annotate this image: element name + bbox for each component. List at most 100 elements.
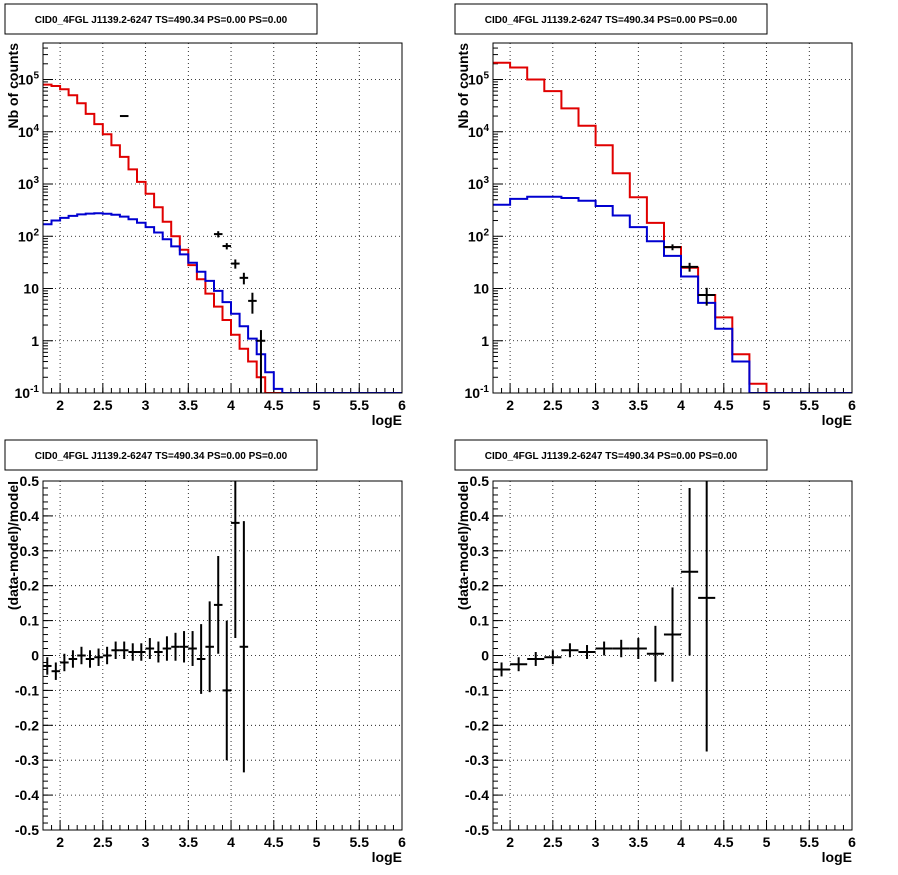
data-point [561, 643, 579, 658]
x-tick-label: 2.5 [543, 834, 563, 850]
y-tick-label: 0.1 [470, 613, 490, 629]
y-tick-label: 104 [468, 123, 490, 140]
data-point [681, 487, 699, 656]
y-tick-label: -0.1 [15, 682, 39, 698]
data-point [646, 625, 664, 682]
y-tick-label: 1 [481, 333, 489, 349]
y-tick-label: -0.5 [465, 822, 489, 838]
data-point [256, 330, 266, 393]
x-tick-label: 2.5 [543, 397, 563, 413]
y-tick-label: -0.1 [465, 682, 489, 698]
x-tick-label: 5 [313, 397, 321, 413]
data-point [94, 648, 103, 666]
x-tick-label: 4.5 [714, 834, 734, 850]
data-point [162, 636, 172, 661]
y-tick-label: 10-1 [15, 384, 40, 401]
data-point [128, 643, 138, 661]
histogram-series [493, 195, 852, 393]
y-tick-label: 0.2 [20, 578, 40, 594]
y-axis-label: (data-model)/model [455, 481, 471, 610]
series-group [43, 83, 402, 393]
chart-panel-top-right: CID0_4FGL J1139.2-6247 TS=490.34 PS=0.00… [454, 3, 856, 428]
data-point [663, 244, 682, 251]
y-tick-label: 103 [18, 175, 40, 192]
data-point [213, 231, 223, 238]
x-tick-label: 5 [763, 397, 771, 413]
y-tick-label: 0.3 [470, 543, 490, 559]
y-tick-label: 0.4 [470, 508, 490, 524]
y-tick-label: 104 [18, 123, 40, 140]
data-point [102, 646, 112, 665]
plot-frame [492, 42, 853, 394]
x-tick-label: 3.5 [179, 834, 199, 850]
y-tick-label: -0.3 [15, 752, 39, 768]
x-tick-label: 3.5 [629, 834, 649, 850]
y-tick-label: 0.5 [470, 473, 490, 489]
y-tick-label: 105 [18, 71, 40, 88]
x-tick-label: 5.5 [800, 397, 820, 413]
chart-title: CID0_4FGL J1139.2-6247 TS=490.34 PS=0.00… [485, 15, 738, 26]
x-axis-label: logE [822, 412, 852, 428]
y-tick-label: 10-1 [465, 384, 490, 401]
data-point [154, 641, 163, 663]
data-point [222, 243, 232, 250]
data-point [205, 601, 214, 693]
data-point [578, 645, 596, 659]
x-tick-label: 3 [142, 834, 150, 850]
data-point [629, 638, 647, 659]
data-point [77, 646, 86, 665]
x-tick-label: 4.5 [264, 834, 284, 850]
data-point [111, 641, 120, 659]
y-tick-label: -0.2 [15, 717, 39, 733]
x-tick-label: 2.5 [93, 397, 113, 413]
title-box [454, 439, 768, 471]
series-group [493, 61, 852, 393]
chart-panel-bottom-right: CID0_4FGL J1139.2-6247 TS=490.34 PS=0.00… [454, 439, 856, 865]
x-tick-label: 2 [506, 834, 514, 850]
x-tick-label: 4.5 [714, 397, 734, 413]
y-tick-label: 1 [31, 333, 39, 349]
x-tick-label: 5.5 [350, 397, 370, 413]
title-box [4, 439, 318, 471]
chart-panel-bottom-left: CID0_4FGL J1139.2-6247 TS=490.34 PS=0.00… [4, 439, 406, 865]
data-point [51, 662, 61, 680]
data-point [612, 639, 630, 658]
y-tick-label: 103 [468, 175, 490, 192]
y-tick-label: -0.3 [465, 752, 489, 768]
x-tick-label: 3 [592, 834, 600, 850]
title-box [4, 3, 318, 35]
x-axis-label: logE [372, 849, 402, 865]
data-point [231, 259, 240, 269]
chart-title: CID0_4FGL J1139.2-6247 TS=490.34 PS=0.00… [485, 451, 738, 462]
title-box [454, 3, 768, 35]
x-tick-label: 6 [848, 397, 856, 413]
plot-frame [42, 42, 403, 394]
data-point [43, 657, 52, 675]
x-tick-label: 4 [227, 834, 235, 850]
series-group [43, 481, 249, 773]
data-point [510, 657, 528, 672]
data-point [527, 652, 545, 666]
data-point [222, 620, 232, 761]
y-axis-label: Nb of counts [455, 43, 471, 129]
histogram-series [493, 61, 852, 393]
y-tick-label: 102 [18, 227, 40, 244]
x-tick-label: 4 [677, 834, 685, 850]
data-point [85, 650, 95, 668]
x-tick-label: 3.5 [629, 397, 649, 413]
y-axis-label: Nb of counts [5, 43, 21, 129]
series-group [493, 481, 716, 752]
data-point [595, 641, 613, 656]
x-tick-label: 3.5 [179, 397, 199, 413]
histogram-series [43, 83, 402, 393]
y-tick-label: -0.2 [465, 717, 489, 733]
data-point [60, 653, 69, 672]
y-tick-label: 0.2 [470, 578, 490, 594]
plot-frame [492, 480, 853, 831]
data-point [544, 650, 562, 665]
x-tick-label: 2 [56, 834, 64, 850]
x-tick-label: 5.5 [800, 834, 820, 850]
y-tick-label: 10 [23, 281, 39, 297]
data-point [119, 641, 129, 659]
data-point [663, 587, 682, 682]
